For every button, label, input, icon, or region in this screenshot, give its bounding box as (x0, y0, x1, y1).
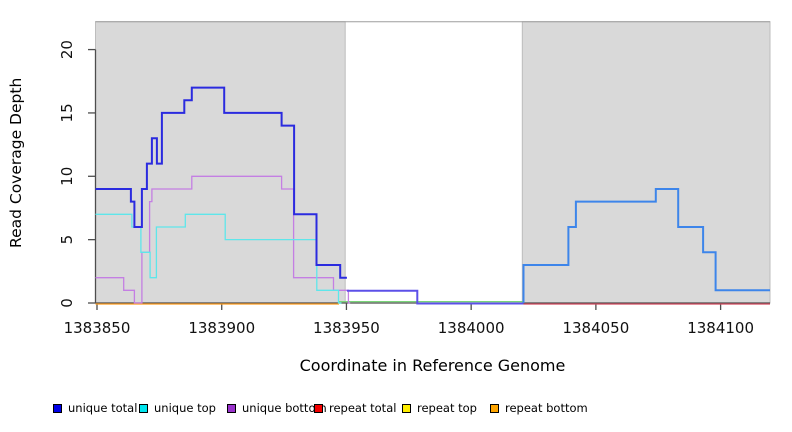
x-tick-label: 1384100 (687, 319, 754, 337)
x-tick-label: 1384050 (562, 319, 629, 337)
legend-swatch-unique-top (139, 403, 148, 413)
legend-swatch-unique-total (53, 403, 62, 413)
y-tick-label: 15 (58, 103, 76, 122)
y-tick-label: 0 (58, 298, 76, 308)
y-axis-label: Read Coverage Depth (7, 77, 25, 248)
legend-item-unique-total: unique total (53, 399, 137, 417)
x-tick-label: 1384000 (438, 319, 505, 337)
legend-swatch-repeat-top (402, 403, 411, 413)
series-unique-total-middle-segment- (346, 289, 524, 305)
series-unique-total-right-segment- (522, 188, 770, 303)
legend-item-repeat-total: repeat total (314, 399, 396, 417)
y-tick-label: 5 (58, 235, 76, 245)
y-tick-label: 10 (58, 167, 76, 186)
legend-swatch-unique-bottom (227, 403, 236, 413)
legend-swatch-repeat-bottom (490, 403, 499, 413)
x-tick-label: 1383900 (188, 319, 255, 337)
legend-swatch-repeat-total (314, 403, 323, 413)
chart-canvas: 0 5 10 15 20 1383850 1383900 1383950 1384000 1384… (58, 21, 771, 337)
legend-item-repeat-top: repeat top (402, 399, 477, 417)
shaded-region-left (95, 21, 346, 304)
legend: unique total unique top unique bottom re… (0, 399, 792, 421)
series-unique-total-left-segment- (95, 86, 347, 279)
x-tick-label: 1383950 (313, 319, 380, 337)
legend-item-unique-top: unique top (139, 399, 216, 417)
x-tick-label: 1383850 (64, 319, 131, 337)
legend-item-unique-bottom: unique bottom (227, 399, 327, 417)
x-axis-label: Coordinate in Reference Genome (299, 356, 566, 375)
legend-item-repeat-bottom: repeat bottom (490, 399, 588, 417)
y-tick-label: 20 (58, 40, 76, 59)
shaded-region-right (521, 21, 771, 304)
series-unique-bottom (95, 175, 351, 304)
